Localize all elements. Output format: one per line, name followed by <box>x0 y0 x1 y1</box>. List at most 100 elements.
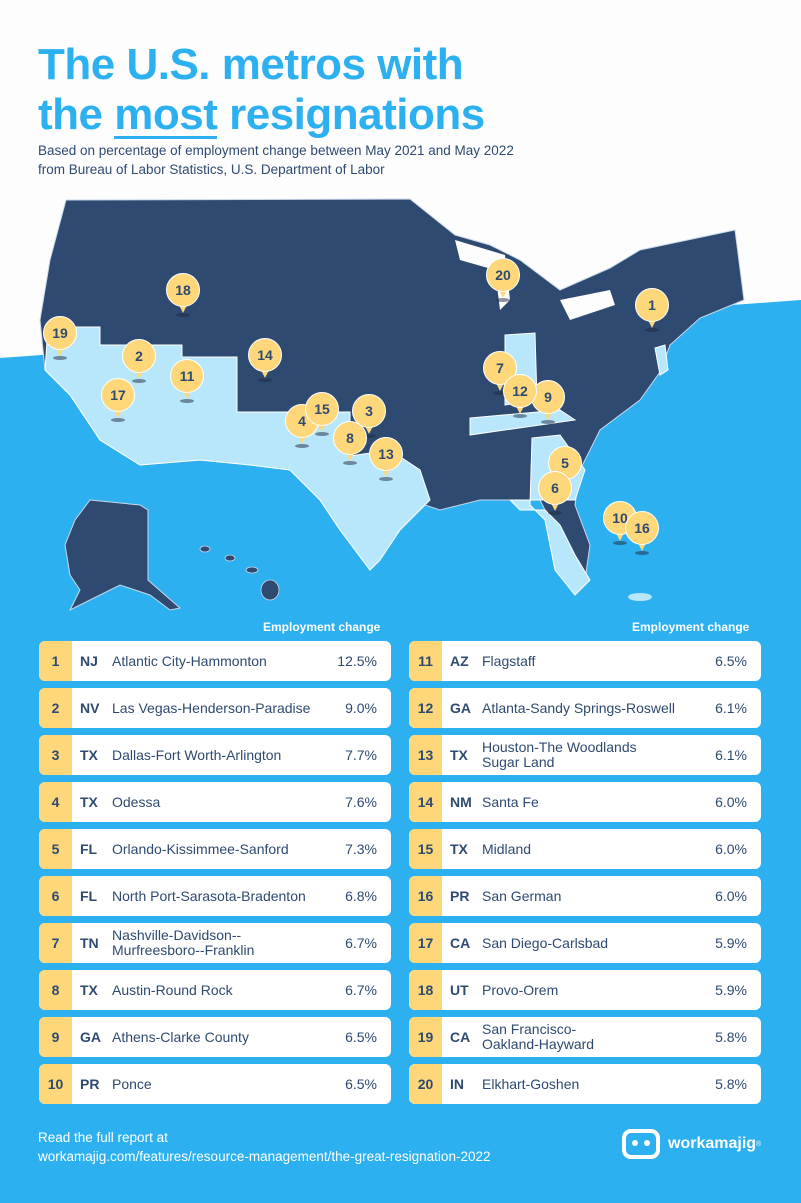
metro-cell: Athens-Clarke County <box>112 1028 249 1045</box>
change-cell: 5.9% <box>715 982 747 998</box>
rank-cell: 2 <box>39 688 72 728</box>
pin-shadow <box>635 551 649 555</box>
pin-marker-icon: 9 <box>531 380 565 414</box>
state-cell: CA <box>450 935 471 951</box>
pin-shadow <box>258 378 272 382</box>
rank-cell: 15 <box>409 829 442 869</box>
map-pin-19: 19 <box>43 316 77 360</box>
table-row: 17 CA San Diego-Carlsbad 5.9% <box>409 923 761 963</box>
change-cell: 6.8% <box>345 888 377 904</box>
table-row: 6 FL North Port-Sarasota-Bradenton 6.8% <box>39 876 391 916</box>
pin-rank-label: 5 <box>561 455 569 471</box>
metro-cell: Provo-Orem <box>482 981 559 998</box>
change-cell: 6.5% <box>345 1029 377 1045</box>
pin-marker-icon: 2 <box>122 339 156 373</box>
title-word-the: the <box>38 90 103 139</box>
state-cell: FL <box>80 888 98 904</box>
pin-shadow <box>343 461 357 465</box>
pin-shadow <box>379 477 393 481</box>
pin-marker-icon: 20 <box>486 258 520 292</box>
change-cell: 6.5% <box>715 653 747 669</box>
state-cell: GA <box>450 700 471 716</box>
state-cell: TX <box>80 982 98 998</box>
pin-rank-label: 4 <box>298 413 306 429</box>
pin-shadow <box>613 541 627 545</box>
state-cell: AZ <box>450 653 469 669</box>
robot-face-icon <box>622 1129 660 1159</box>
table-row: 4 TX Odessa 7.6% <box>39 782 391 822</box>
pin-shadow <box>541 420 555 424</box>
change-cell: 6.0% <box>715 841 747 857</box>
metro-cell: San Francisco- Oakland-Hayward <box>482 1021 595 1052</box>
rank-cell: 20 <box>409 1064 442 1104</box>
pin-marker-icon: 1 <box>635 288 669 322</box>
change-cell: 7.3% <box>345 841 377 857</box>
pin-shadow <box>645 328 659 332</box>
rank-cell: 10 <box>39 1064 72 1104</box>
change-cell: 6.5% <box>345 1076 377 1092</box>
change-cell: 6.7% <box>345 935 377 951</box>
metro-cell: Orlando-Kissimmee-Sanford <box>112 840 289 857</box>
ranking-list-right: 11 AZ Flagstaff 6.5% 12 GA Atlanta-Sandy Sprin… <box>409 641 761 1111</box>
table-row: 12 GA Atlanta-Sandy Springs-Roswell 6.1% <box>409 688 761 728</box>
state-cell: TX <box>450 841 468 857</box>
map-pin-9: 9 <box>531 380 565 424</box>
table-row: 11 AZ Flagstaff 6.5% <box>409 641 761 681</box>
map-pin-12: 12 <box>503 374 537 418</box>
pin-rank-label: 15 <box>314 401 330 417</box>
pin-shadow <box>111 418 125 422</box>
state-cell: UT <box>450 982 469 998</box>
state-cell: NV <box>80 700 100 716</box>
table-row: 7 TN Nashville-Davidson-- Murfreesboro--Fra… <box>39 923 391 963</box>
pin-marker-icon: 6 <box>538 471 572 505</box>
map-pin-16: 16 <box>625 511 659 555</box>
map-pin-11: 11 <box>170 359 204 403</box>
map-pin-20: 20 <box>486 258 520 302</box>
pin-rank-label: 7 <box>496 360 504 376</box>
pin-rank-label: 6 <box>551 480 559 496</box>
map-pin-18: 18 <box>166 273 200 317</box>
table-row: 5 FL Orlando-Kissimmee-Sanford 7.3% <box>39 829 391 869</box>
pin-marker-icon: 18 <box>166 273 200 307</box>
puerto-rico <box>628 593 652 601</box>
state-cell: CA <box>450 1029 471 1045</box>
pin-shadow <box>53 356 67 360</box>
rank-cell: 4 <box>39 782 72 822</box>
rank-cell: 7 <box>39 923 72 963</box>
registered-mark: ® <box>756 1140 762 1148</box>
pin-shadow <box>548 511 562 515</box>
pin-rank-label: 16 <box>634 520 650 536</box>
footer-report-link: Read the full report at workamajig.com/f… <box>38 1128 490 1166</box>
table-row: 18 UT Provo-Orem 5.9% <box>409 970 761 1010</box>
pin-shadow <box>493 391 507 395</box>
rank-cell: 14 <box>409 782 442 822</box>
pin-marker-icon: 11 <box>170 359 204 393</box>
change-cell: 6.1% <box>715 747 747 763</box>
rank-cell: 17 <box>409 923 442 963</box>
state-cell: TN <box>80 935 99 951</box>
pin-marker-icon: 15 <box>305 392 339 426</box>
table-row: 13 TX Houston-The Woodlands Sugar Land 6.1% <box>409 735 761 775</box>
pin-shadow <box>176 313 190 317</box>
title-line-2: the most resignations <box>38 90 485 140</box>
footer-read-label: Read the full report at <box>38 1130 168 1145</box>
change-cell: 5.8% <box>715 1076 747 1092</box>
rank-cell: 1 <box>39 641 72 681</box>
table-row: 20 IN Elkhart-Goshen 5.8% <box>409 1064 761 1104</box>
metro-cell: North Port-Sarasota-Bradenton <box>112 887 306 904</box>
pin-rank-label: 8 <box>346 430 354 446</box>
table-row: 16 PR San German 6.0% <box>409 876 761 916</box>
brand-wordmark: workamajig <box>668 1135 757 1152</box>
map-pin-14: 14 <box>248 338 282 382</box>
table-row: 8 TX Austin-Round Rock 6.7% <box>39 970 391 1010</box>
pin-rank-label: 1 <box>648 297 656 313</box>
change-cell: 6.7% <box>345 982 377 998</box>
report-url-link[interactable]: workamajig.com/features/resource-managem… <box>38 1149 491 1164</box>
table-row: 2 NV Las Vegas-Henderson-Paradise 9.0% <box>39 688 391 728</box>
page-title: The U.S. metros with the most resignatio… <box>38 40 485 140</box>
change-cell: 7.7% <box>345 747 377 763</box>
pin-rank-label: 17 <box>110 387 126 403</box>
map-pin-17: 17 <box>101 378 135 422</box>
pin-rank-label: 9 <box>544 389 552 405</box>
state-cell: TX <box>80 794 98 810</box>
